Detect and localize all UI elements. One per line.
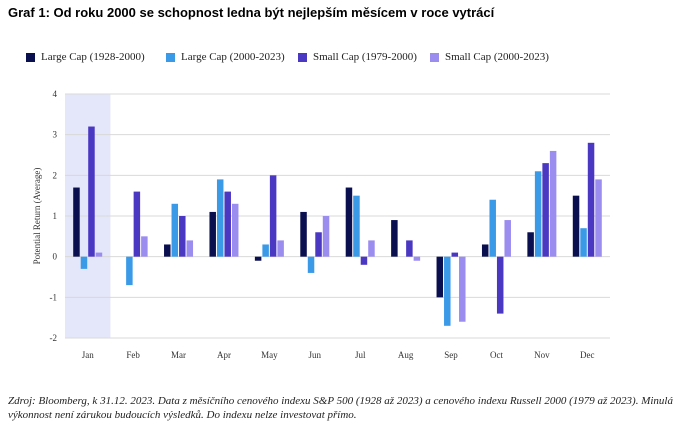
bar-may-series-3 <box>269 175 277 257</box>
bar-aug-series-1 <box>391 220 398 257</box>
bar-dec-series-3 <box>587 142 595 257</box>
bar-oct-series-4 <box>504 220 511 257</box>
y-tick-label: 0 <box>53 252 58 262</box>
bar-oct-series-1 <box>481 244 489 257</box>
bar-feb-series-3 <box>133 191 141 257</box>
bar-nov-series-1 <box>527 232 534 257</box>
y-tick-label: 2 <box>53 170 58 180</box>
bar-jul-series-1 <box>345 187 353 257</box>
bar-apr-series-2 <box>216 179 224 257</box>
legend-label: Small Cap (1979-2000) <box>313 51 417 63</box>
bar-dec-series-4 <box>595 179 602 257</box>
y-tick-label: 1 <box>53 211 58 221</box>
bar-mar-series-3 <box>179 216 186 257</box>
bar-feb-series-2 <box>126 256 133 286</box>
bar-jul-series-3 <box>360 256 368 265</box>
bar-jun-series-3 <box>315 232 322 257</box>
legend-item: Large Cap (2000-2023) <box>166 51 285 63</box>
legend-swatch <box>430 52 439 62</box>
x-tick-label: May <box>261 350 278 360</box>
bar-mar-series-2 <box>171 203 179 257</box>
bar-oct-series-3 <box>496 256 504 314</box>
bar-may-series-2 <box>262 244 269 257</box>
bar-nov-series-2 <box>534 171 542 257</box>
bar-jul-series-4 <box>368 240 375 257</box>
y-tick-label: 3 <box>53 130 58 140</box>
x-tick-label: Nov <box>534 350 550 360</box>
legend-label: Large Cap (1928-2000) <box>41 51 145 63</box>
bar-aug-series-4 <box>413 256 421 261</box>
bar-jun-series-4 <box>322 216 330 257</box>
x-tick-label: Apr <box>217 350 231 360</box>
bar-jul-series-2 <box>353 195 360 257</box>
bar-jan-series-1 <box>73 187 80 257</box>
x-tick-label: Jun <box>309 350 322 360</box>
legend-item: Small Cap (1979-2000) <box>298 51 417 63</box>
bar-apr-series-1 <box>209 211 216 257</box>
x-tick-label: Jan <box>82 350 94 360</box>
bar-aug-series-3 <box>406 240 413 257</box>
bar-jun-series-2 <box>307 256 315 273</box>
bar-mar-series-1 <box>164 244 171 257</box>
x-tick-label: Aug <box>398 350 414 360</box>
x-tick-label: Dec <box>580 350 595 360</box>
bar-apr-series-4 <box>231 203 239 257</box>
bar-jun-series-1 <box>300 211 307 257</box>
legend-swatch <box>26 52 35 62</box>
legend-swatch <box>166 52 175 62</box>
bar-chart: -2 -1 0 1 2 3 4 Potential Return (Average) Jan Fe… <box>32 89 610 360</box>
chart-title: Graf 1: Od roku 2000 se schopnost ledna … <box>8 5 495 20</box>
source-footnote: Zdroj: Bloomberg, k 31.12. 2023. Data z … <box>8 395 673 421</box>
legend-item: Large Cap (1928-2000) <box>26 51 145 63</box>
legend-label: Large Cap (2000-2023) <box>181 51 285 63</box>
bar-oct-series-2 <box>489 199 496 257</box>
legend-label: Small Cap (2000-2023) <box>445 51 549 63</box>
bar-may-series-1 <box>254 256 262 261</box>
bar-jan-series-4 <box>95 252 103 257</box>
bar-sep-series-4 <box>459 256 466 322</box>
bar-jan-series-2 <box>80 256 88 269</box>
x-tick-label: Oct <box>490 350 503 360</box>
x-tick-label: Mar <box>171 350 186 360</box>
bar-dec-series-1 <box>572 195 580 257</box>
bar-may-series-4 <box>277 240 284 257</box>
x-tick-label: Sep <box>444 350 458 360</box>
bar-feb-series-4 <box>141 236 148 257</box>
y-axis-label: Potential Return (Average) <box>32 168 42 265</box>
bar-mar-series-4 <box>186 240 194 257</box>
legend-item: Small Cap (2000-2023) <box>430 51 549 63</box>
x-tick-label: Jul <box>355 350 366 360</box>
bar-sep-series-3 <box>451 252 459 257</box>
bar-apr-series-3 <box>224 191 231 257</box>
y-tick-label: 4 <box>53 89 58 99</box>
legend-swatch <box>298 52 307 62</box>
bar-nov-series-3 <box>542 163 549 257</box>
bar-sep-series-1 <box>436 256 444 298</box>
bar-jan-series-3 <box>88 126 95 257</box>
bar-sep-series-2 <box>444 256 451 326</box>
y-tick-label: -2 <box>50 333 58 343</box>
bar-dec-series-2 <box>580 228 587 257</box>
bar-nov-series-4 <box>549 150 557 257</box>
x-tick-label: Feb <box>126 350 140 360</box>
y-tick-label: -1 <box>50 292 58 302</box>
